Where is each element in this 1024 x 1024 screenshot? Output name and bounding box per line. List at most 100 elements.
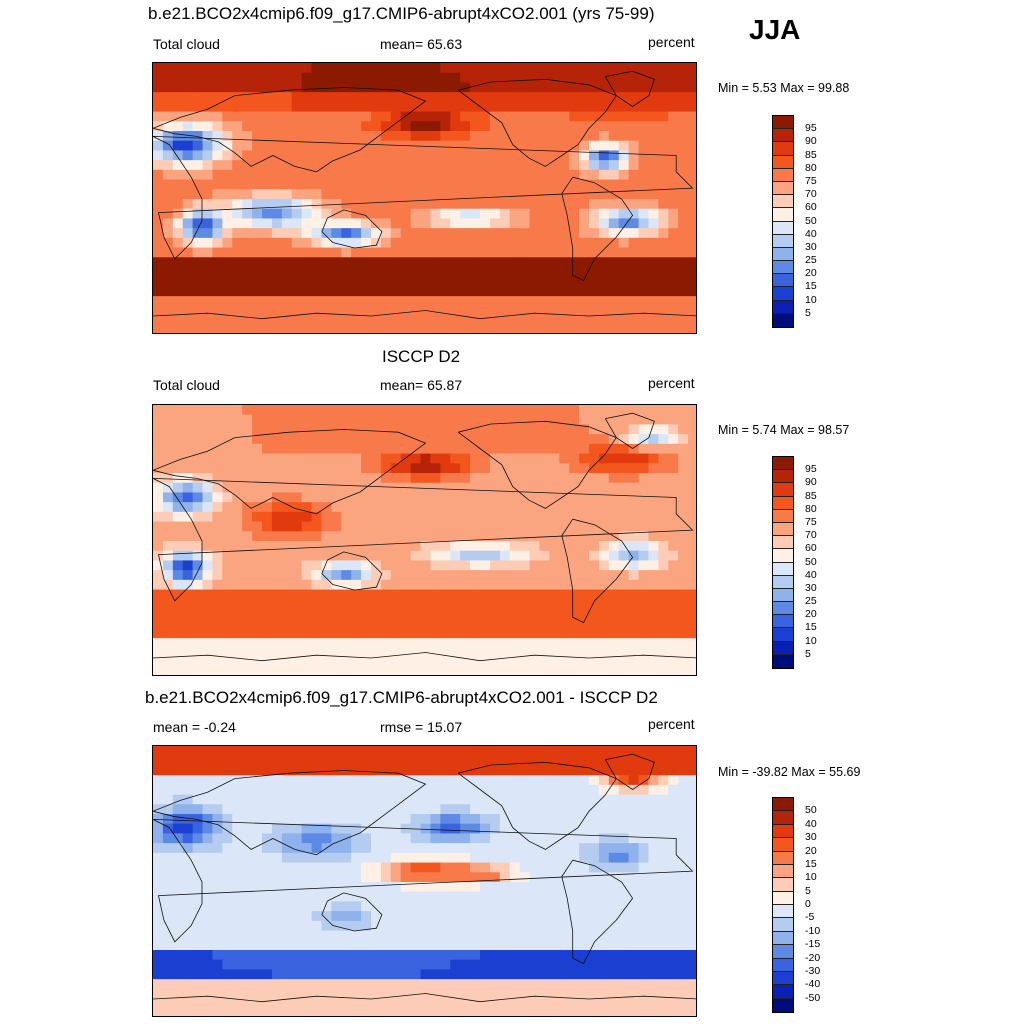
map-field	[153, 405, 696, 675]
colorbar-tick-label: 80	[805, 502, 817, 515]
colorbar-swatch	[773, 958, 793, 972]
colorbar-swatch	[773, 129, 793, 143]
panel-3-rmse-label: rmse = 15.07	[380, 719, 463, 735]
panel-1-minmax: Min = 5.53 Max = 99.88	[718, 81, 850, 95]
map-field	[153, 63, 696, 333]
colorbar-tick-label: 60	[805, 201, 817, 214]
panel-2-title: ISCCP D2	[382, 347, 461, 366]
colorbar-tick-label: 80	[805, 161, 817, 174]
colorbar-tick-label: -50	[805, 991, 821, 1004]
panel-3-map	[152, 745, 697, 1017]
coastlines	[153, 753, 696, 1003]
map-field	[153, 746, 696, 1016]
colorbar-swatch	[773, 588, 793, 603]
colorbar-swatch	[773, 181, 793, 196]
colorbar-swatch	[773, 562, 793, 576]
colorbar-tick-label: 50	[805, 214, 817, 227]
colorbar-swatch	[773, 905, 793, 919]
colorbar-tick-label: 0	[805, 898, 811, 910]
colorbar-tick-label: 5	[805, 884, 811, 897]
colorbar-tick-label: -20	[805, 951, 821, 964]
colorbar-swatch	[773, 208, 793, 222]
colorbar-tick-label: 25	[805, 254, 817, 267]
colorbar-swatch	[773, 811, 793, 825]
season-label: JJA	[749, 14, 801, 45]
colorbar-swatch	[773, 313, 793, 327]
panel-3-colorbar-swatches	[772, 797, 794, 1013]
colorbar-tick-label: 90	[805, 135, 817, 148]
colorbar-tick-label: 90	[805, 476, 817, 489]
panel-1-mean-label: mean= 65.63	[380, 36, 463, 52]
colorbar-tick-label: -40	[805, 978, 821, 991]
colorbar-tick-label: 15	[805, 280, 817, 293]
colorbar-tick-label: 50	[805, 804, 817, 817]
colorbar-swatch	[773, 195, 793, 209]
colorbar-tick-label: 15	[805, 857, 817, 870]
colorbar-swatch	[773, 985, 793, 999]
colorbar-tick-label: 95	[805, 122, 817, 135]
colorbar-swatch	[773, 891, 793, 905]
panel-2-map-plot	[153, 405, 696, 675]
panel-2-variable-label: Total cloud	[153, 377, 220, 393]
panel-1-colorbar-swatches	[772, 115, 794, 328]
colorbar-swatch	[773, 168, 793, 182]
colorbar-swatch	[773, 628, 793, 642]
panel-3-minmax: Min = -39.82 Max = 55.69	[718, 765, 861, 779]
colorbar-swatch	[773, 116, 793, 130]
colorbar-swatch	[773, 142, 793, 156]
colorbar-tick-label: 30	[805, 581, 817, 594]
colorbar-swatch	[773, 602, 793, 616]
colorbar-swatch	[773, 824, 793, 839]
colorbar-swatch	[773, 274, 793, 288]
colorbar-swatch	[773, 247, 793, 262]
colorbar-swatch	[773, 838, 793, 852]
colorbar-swatch	[773, 998, 793, 1012]
colorbar-swatch	[773, 470, 793, 484]
colorbar-swatch	[773, 457, 793, 471]
colorbar-swatch	[773, 221, 793, 235]
colorbar-swatch	[773, 641, 793, 655]
colorbar-swatch	[773, 918, 793, 932]
panel-1-map	[152, 62, 697, 334]
colorbar-swatch	[773, 155, 793, 169]
colorbar-swatch	[773, 287, 793, 301]
colorbar-tick-label: 10	[805, 634, 817, 647]
panel-2-units-label: percent	[648, 375, 695, 391]
panel-2-colorbar-swatches	[772, 456, 794, 669]
colorbar-tick-label: 40	[805, 817, 817, 830]
colorbar-swatch	[773, 522, 793, 537]
colorbar-swatch	[773, 536, 793, 550]
colorbar-tick-label: 75	[805, 515, 817, 528]
panel-1-units-label: percent	[648, 34, 695, 50]
colorbar-tick-label: 20	[805, 608, 817, 621]
colorbar-tick-label: -10	[805, 924, 821, 937]
panel-2-map	[152, 404, 697, 676]
colorbar-swatch	[773, 300, 793, 314]
colorbar-tick-label: 75	[805, 174, 817, 187]
panel-1-title: b.e21.BCO2x4cmip6.f09_g17.CMIP6-abrupt4x…	[148, 4, 655, 23]
colorbar-tick-label: -5	[805, 911, 815, 924]
colorbar-tick-label: 20	[805, 844, 817, 857]
panel-3-map-plot	[153, 746, 696, 1016]
colorbar-tick-label: 40	[805, 227, 817, 240]
panel-1-variable-label: Total cloud	[153, 36, 220, 52]
panel-2-colorbar: 95 90 85 80 75 70 60 50 40 30 25 20 15 10 5	[772, 456, 817, 669]
colorbar-tick-label: 95	[805, 463, 817, 476]
colorbar-swatch	[773, 549, 793, 563]
panel-3-colorbar: 50 40 30 20 15 10 5 0 -5 -10 -15 -20 -30 -40 -50	[772, 797, 820, 1013]
colorbar-swatch	[773, 864, 793, 879]
colorbar-tick-label: 50	[805, 555, 817, 568]
colorbar-swatch	[773, 261, 793, 275]
colorbar-swatch	[773, 798, 793, 812]
coastlines	[153, 70, 696, 320]
colorbar-swatch	[773, 234, 793, 248]
coastlines	[153, 412, 696, 662]
colorbar-swatch	[773, 615, 793, 629]
colorbar-swatch	[773, 878, 793, 892]
colorbar-tick-label: 5	[805, 306, 811, 319]
colorbar-tick-label: 25	[805, 595, 817, 608]
colorbar-tick-label: 30	[805, 831, 817, 844]
colorbar-swatch	[773, 945, 793, 959]
panel-1-map-plot	[153, 63, 696, 333]
colorbar-swatch	[773, 483, 793, 497]
